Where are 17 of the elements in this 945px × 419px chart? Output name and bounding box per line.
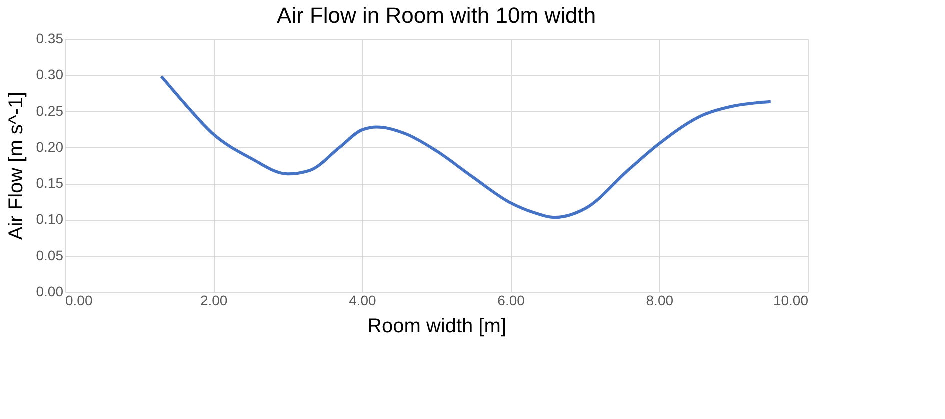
y-tick-label: 0.05 [36, 247, 64, 264]
x-tick-label: 6.00 [498, 292, 526, 308]
y-tick-label: 0.30 [36, 66, 64, 83]
y-axis-title: Air Flow [m s^-1] [5, 92, 28, 240]
y-tick-label: 0.20 [36, 138, 64, 155]
line-series [160, 75, 772, 220]
x-tick-label: 4.00 [349, 292, 377, 308]
y-tick-label: 0.10 [36, 211, 64, 228]
chart-title: Air Flow in Room with 10m width [276, 3, 596, 28]
x-tick-label: 10.00 [773, 292, 809, 308]
y-tick-label: 0.15 [36, 175, 64, 192]
x-tick-label: 0.00 [66, 292, 93, 308]
y-tick-label: 0.35 [36, 30, 64, 46]
y-tick-label: 0.25 [36, 102, 64, 119]
x-axis-title: Room width [m] [368, 316, 506, 338]
x-tick-label: 8.00 [646, 292, 674, 308]
x-tick-label: 2.00 [200, 292, 228, 308]
